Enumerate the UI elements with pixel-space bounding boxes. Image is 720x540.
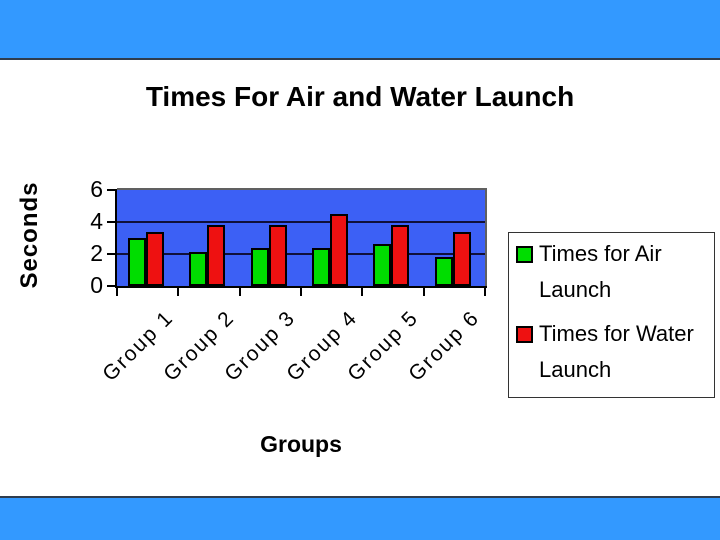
chart-title: Times For Air and Water Launch [145, 81, 575, 112]
gridline [117, 221, 485, 223]
bar-times-for-water-launch-group-5 [391, 225, 410, 286]
bar-times-for-water-launch-group-1 [146, 231, 164, 286]
plot-border-right [485, 188, 487, 288]
bar-times-for-water-launch-group-3 [268, 225, 287, 286]
x-axis-title: Groups [260, 431, 342, 457]
x-axis-tick [238, 288, 241, 296]
y-axis-tick [107, 253, 116, 255]
y-tick-label: 0 [90, 272, 103, 298]
x-axis-tick [422, 288, 425, 296]
legend-entry-times-for-air-launch: Times for Air Launch [514, 236, 714, 308]
bar-times-for-water-launch-group-2 [207, 225, 226, 286]
bottom-banner [0, 496, 720, 540]
bar-times-for-air-launch-group-5 [373, 244, 392, 286]
legend-label: Times for Air Launch [539, 241, 662, 302]
y-axis-tick [107, 285, 116, 287]
legend-entry-times-for-water-launch: Times for Water Launch [514, 316, 714, 388]
bar-times-for-air-launch-group-4 [312, 247, 330, 286]
y-axis-line [115, 189, 117, 288]
legend-label: Times for Water Launch [539, 321, 694, 382]
y-tick-label: 2 [90, 240, 103, 266]
chart-legend: Times for Air Launch Times for Water Laun… [508, 232, 715, 398]
y-tick-label: 4 [90, 208, 103, 234]
y-axis-tick [107, 221, 116, 223]
x-axis-tick [300, 288, 302, 296]
bar-times-for-water-launch-group-6 [452, 231, 471, 286]
plot-border-top [117, 188, 487, 190]
bar-times-for-air-launch-group-1 [128, 238, 146, 286]
x-axis-tick [177, 288, 180, 296]
legend-swatch-green [516, 246, 533, 263]
y-axis-title: Seconds [16, 181, 43, 289]
legend-swatch-red [516, 326, 533, 343]
x-axis-tick [484, 288, 486, 296]
x-axis-tick [116, 288, 118, 296]
x-axis-line [115, 286, 487, 288]
bar-times-for-air-launch-group-3 [250, 247, 269, 286]
plot-area [117, 190, 485, 286]
y-axis-tick [107, 189, 116, 191]
x-axis-tick [361, 288, 364, 296]
y-tick-label: 6 [90, 176, 103, 202]
bar-times-for-air-launch-group-2 [189, 252, 208, 286]
top-banner [0, 0, 720, 60]
gridline [117, 253, 485, 255]
bar-times-for-air-launch-group-6 [434, 257, 453, 286]
bar-times-for-water-launch-group-4 [330, 214, 348, 286]
